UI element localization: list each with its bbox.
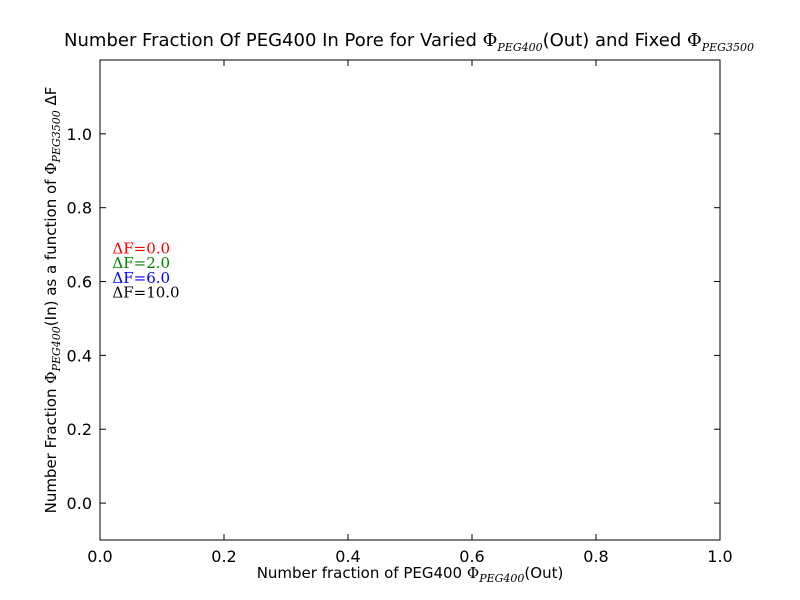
title-phi-symbol-1: Φ [483, 30, 498, 51]
x-tick-label: 0.2 [211, 547, 236, 566]
xlabel-prefix: Number fraction of PEG400 [257, 564, 467, 582]
delta-f-annotation: ΔF=10.0 [112, 284, 179, 302]
delta-f-annotations: ΔF=0.0ΔF=2.0ΔF=6.0ΔF=10.0 [112, 239, 179, 301]
title-mid: (Out) and Fixed [543, 30, 687, 51]
title-subscript-1: PEG400 [496, 41, 542, 54]
x-axis-label: Number fraction of PEG400 ΦPEG400(Out) [257, 564, 564, 585]
y-axis-ticks: 0.0 0.2 0.4 0.6 0.8 1.0 [67, 125, 720, 513]
x-tick-label: 0.0 [87, 547, 112, 566]
title-phi-symbol-2: Φ [687, 30, 702, 51]
y-tick-label: 0.6 [67, 273, 92, 292]
ylabel-subscript-1: PEG400 [50, 326, 63, 372]
delta-f-annotation: ΔF=0.0 [112, 239, 170, 257]
delta-f-annotation: ΔF=6.0 [112, 269, 170, 287]
x-tick-label: 1.0 [707, 547, 732, 566]
ylabel-prefix: Number Fraction [42, 384, 60, 514]
y-tick-label: 0.4 [67, 346, 92, 365]
title-prefix: Number Fraction Of PEG400 In Pore for Va… [64, 30, 483, 51]
plot-area-frame [99, 59, 721, 541]
y-tick-label: 0.8 [67, 199, 92, 218]
ylabel-subscript-2: PEG3500 [50, 110, 63, 163]
xlabel-suffix: (Out) [524, 564, 563, 582]
ylabel-phi-symbol-1: Φ [42, 371, 60, 383]
x-axis-ticks: 0.0 0.2 0.4 0.6 0.8 1.0 [87, 60, 733, 566]
x-tick-label: 0.6 [459, 547, 484, 566]
ylabel-phi-symbol-2: Φ [42, 162, 60, 174]
ylabel-mid: (In) as a function of [42, 175, 60, 326]
chart-title: Number Fraction Of PEG400 In Pore for Va… [64, 30, 754, 54]
title-subscript-2: PEG3500 [701, 41, 754, 54]
x-tick-label: 0.8 [583, 547, 608, 566]
x-tick-label: 0.4 [335, 547, 360, 566]
y-tick-label: 0.0 [67, 494, 92, 513]
ylabel-suffix: ΔF [42, 87, 60, 111]
xlabel-phi-symbol: Φ [467, 564, 479, 582]
y-axis-label: Number Fraction ΦPEG400(In) as a functio… [42, 87, 63, 514]
delta-f-annotation: ΔF=2.0 [112, 254, 170, 272]
y-tick-label: 1.0 [67, 125, 92, 144]
xlabel-subscript: PEG400 [478, 572, 524, 585]
y-tick-label: 0.2 [67, 420, 92, 439]
